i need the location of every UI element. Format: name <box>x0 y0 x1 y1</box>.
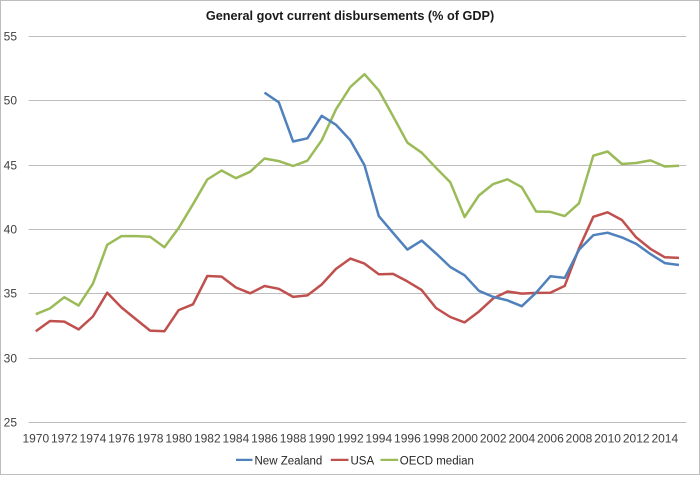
svg-text:35: 35 <box>4 286 18 300</box>
svg-text:1986: 1986 <box>251 432 278 446</box>
svg-text:1978: 1978 <box>137 432 164 446</box>
svg-text:1984: 1984 <box>223 432 250 446</box>
svg-text:2000: 2000 <box>451 432 478 446</box>
svg-text:1998: 1998 <box>423 432 450 446</box>
svg-text:1974: 1974 <box>80 432 107 446</box>
svg-text:New Zealand: New Zealand <box>255 456 323 468</box>
svg-text:40: 40 <box>4 222 18 236</box>
svg-text:2008: 2008 <box>566 432 593 446</box>
svg-text:1970: 1970 <box>22 432 49 446</box>
svg-text:2002: 2002 <box>480 432 507 446</box>
svg-text:25: 25 <box>4 415 18 429</box>
svg-text:45: 45 <box>4 158 18 172</box>
svg-text:55: 55 <box>4 29 18 43</box>
svg-text:2012: 2012 <box>623 432 650 446</box>
svg-text:1992: 1992 <box>337 432 364 446</box>
svg-text:1972: 1972 <box>51 432 78 446</box>
svg-text:2014: 2014 <box>651 432 678 446</box>
svg-text:30: 30 <box>4 351 18 365</box>
svg-text:1990: 1990 <box>308 432 335 446</box>
svg-text:2006: 2006 <box>537 432 564 446</box>
svg-text:2010: 2010 <box>594 432 621 446</box>
svg-text:1980: 1980 <box>165 432 192 446</box>
svg-text:1988: 1988 <box>280 432 307 446</box>
svg-text:2004: 2004 <box>508 432 535 446</box>
svg-text:1976: 1976 <box>108 432 135 446</box>
svg-text:1994: 1994 <box>365 432 392 446</box>
svg-text:50: 50 <box>4 93 18 107</box>
svg-text:1996: 1996 <box>394 432 421 446</box>
svg-text:OECD median: OECD median <box>400 456 474 468</box>
svg-text:USA: USA <box>351 456 375 468</box>
svg-text:1982: 1982 <box>194 432 221 446</box>
svg-text:General govt current disbursem: General govt current disbursements (% of… <box>206 9 494 23</box>
